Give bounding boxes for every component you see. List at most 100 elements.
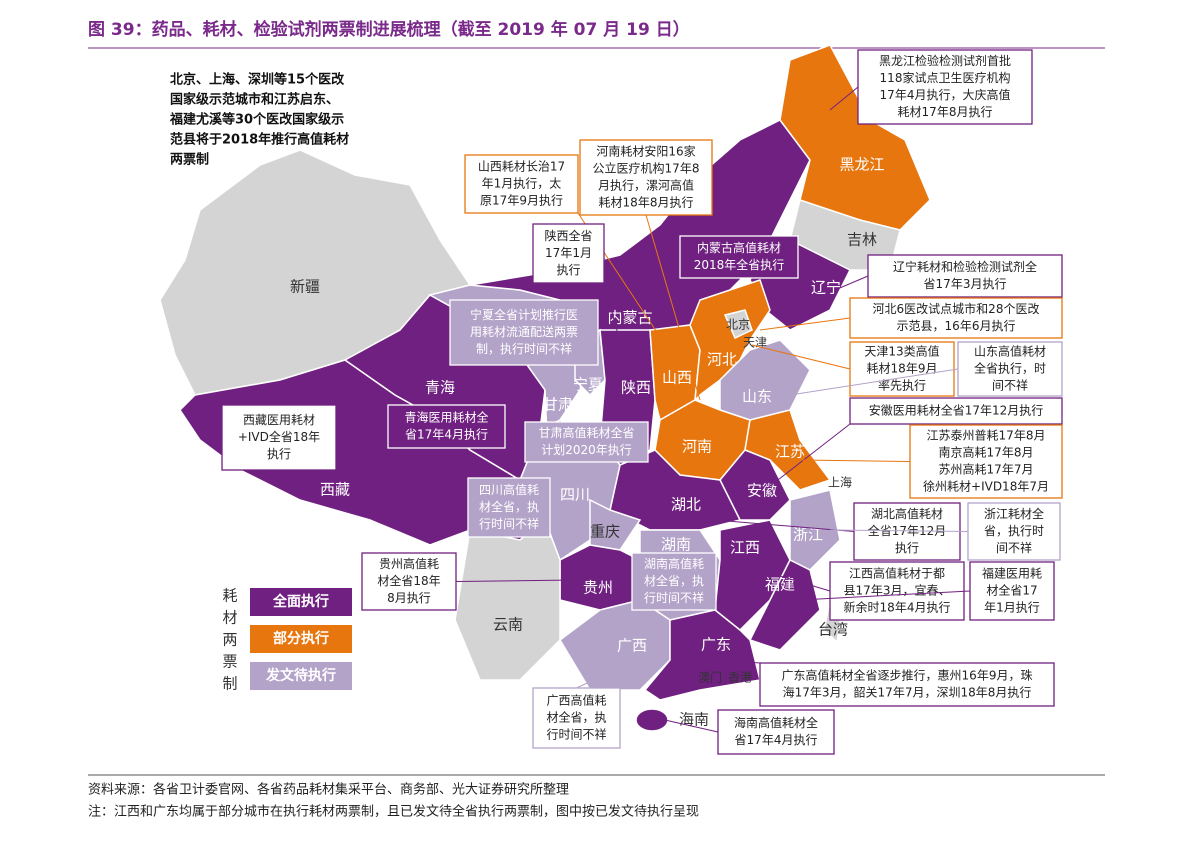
- callout-box: [679, 235, 799, 279]
- leader-line: [751, 344, 851, 370]
- callout-text: 内蒙古高值耗材: [697, 240, 781, 255]
- callout-text: 省17年4月执行: [735, 733, 818, 747]
- legend-label: 部分执行: [273, 630, 329, 647]
- callout-box: [849, 297, 1063, 339]
- callout-box: [467, 477, 551, 538]
- legend-title-char: 票: [222, 653, 237, 671]
- callout-text: 江西高值耗材于都: [849, 566, 945, 581]
- province-shape: [589, 498, 642, 551]
- callout-text: 宁夏全省计划推行医: [470, 307, 578, 322]
- callout-text: 浙江耗材全: [984, 506, 1044, 521]
- callout-text: 安徽医用耗材全省17年12月执行: [869, 403, 1044, 418]
- callout-text: 耗材18年9月: [867, 362, 938, 376]
- callout-text: 17年4月执行，大庆高值: [880, 87, 1011, 102]
- province-shape: [635, 708, 669, 732]
- callout-box: [829, 561, 965, 621]
- province-label: 广东: [701, 636, 731, 654]
- callout-text: 材全省，执: [644, 573, 704, 588]
- province-label: 黑龙江: [839, 156, 884, 174]
- province-shape: [689, 279, 771, 403]
- province-shape: [723, 309, 753, 340]
- province-label: 福建: [765, 576, 795, 594]
- province-shape: [789, 489, 841, 571]
- callouts: 黑龙江检验检测试剂首批118家试点卫生医疗机构17年4月执行，大庆高值耗材17年…: [221, 49, 1063, 755]
- callout-box: [579, 139, 713, 216]
- callout-text: 四川高值耗: [479, 482, 539, 497]
- intro: 北京、上海、深圳等15个医改国家级示范城市和江苏启东、福建尤溪等30个医改国家级…: [169, 72, 349, 168]
- leader-line: [576, 669, 616, 689]
- leader-line: [645, 214, 701, 401]
- callout-text: 17年1月: [545, 246, 592, 260]
- province-label: 吉林: [847, 231, 877, 249]
- callout-text: 河南耗材安阳16家: [596, 144, 695, 159]
- leader-line: [789, 368, 959, 396]
- callout-box: [532, 687, 621, 749]
- callout-box: [867, 254, 1063, 298]
- callout-text: 示范县，16年6月执行: [897, 319, 1016, 333]
- callout-text: 原17年9月执行: [480, 194, 563, 208]
- callout-text: 间不祥: [992, 379, 1028, 393]
- callout-text: 河北6医改试点城市和28个医改: [873, 301, 1040, 316]
- callout-box: [524, 421, 649, 463]
- leader-line: [759, 317, 851, 331]
- title: 图 39：药品、耗材、检验试剂两票制进展梳理（截至 2019 年 07 月 19…: [88, 19, 690, 40]
- callout-text: 海17年3月，韶关17年7月，深圳18年8月执行: [783, 685, 1032, 700]
- callout-text: 月执行，漯河高值: [598, 178, 694, 193]
- province-label: 北京: [726, 318, 750, 332]
- callout-text: 黑龙江检验检测试剂首批: [879, 53, 1011, 68]
- leader-line: [719, 659, 761, 664]
- province-shape: [559, 599, 671, 691]
- intro-text: 福建尤溪等30个医改国家级示: [169, 112, 344, 128]
- province-label: 江西: [730, 539, 760, 557]
- callout-text: 制，执行时间不祥: [476, 342, 572, 356]
- callout-box: [221, 404, 337, 471]
- intro-text: 两票制: [170, 152, 209, 168]
- leader-line: [664, 719, 719, 733]
- callout-box: [631, 552, 717, 611]
- legend-swatch: [250, 662, 352, 690]
- callout-text: 计划2020年执行: [541, 443, 632, 457]
- callout-text: 广东高值耗材全省逐步推行，惠州16年9月，珠: [782, 668, 1033, 683]
- callout-box: [967, 502, 1061, 561]
- callout-box: [759, 662, 1055, 707]
- callout-box: [849, 397, 1063, 425]
- callout-text: 执行: [895, 541, 919, 555]
- callout-text: 湖北高值耗材: [871, 506, 943, 521]
- leader-line: [834, 275, 869, 291]
- province-shape: [643, 609, 761, 701]
- callout-text: 省，执行时: [984, 524, 1044, 538]
- callout-text: 材全省，执: [546, 710, 606, 725]
- callout-box: [717, 709, 835, 755]
- callout-text: 118家试点卫生医疗机构: [880, 70, 1011, 85]
- leader-line: [603, 282, 626, 361]
- province-shape: [714, 519, 791, 632]
- province-label: 云南: [493, 616, 523, 634]
- callout-text: 行时间不祥: [479, 517, 539, 531]
- callout-text: 全省执行，时: [974, 361, 1046, 376]
- province-label: 陕西: [621, 379, 651, 397]
- province-label: 广西: [617, 637, 647, 655]
- province-shape: [559, 544, 641, 611]
- callout-text: 执行: [267, 447, 291, 461]
- callout-box: [464, 154, 579, 214]
- callout-text: 用耗材流通配送两票: [470, 324, 578, 339]
- callout-text: 天津13类高值: [864, 344, 939, 359]
- legend-swatch: [250, 625, 352, 653]
- province-label: 西藏: [320, 481, 350, 499]
- province-label: 辽宁: [811, 279, 841, 297]
- callout-box: [957, 341, 1063, 397]
- province-shape: [779, 44, 931, 231]
- province-label: 重庆: [590, 523, 620, 541]
- province-label: 湖北: [671, 496, 701, 514]
- intro-text: 北京、上海、深圳等15个医改: [170, 72, 345, 88]
- province-label: 甘肃: [543, 396, 573, 414]
- callout-text: 材全省18年: [377, 573, 440, 588]
- callout-text: 贵州高值耗: [379, 556, 439, 571]
- callout-text: 公立医疗机构17年8: [593, 161, 700, 176]
- callout-box: [449, 299, 599, 366]
- province-label: 河南: [682, 438, 712, 456]
- callout-text: 南京高耗17年8月: [939, 445, 1034, 460]
